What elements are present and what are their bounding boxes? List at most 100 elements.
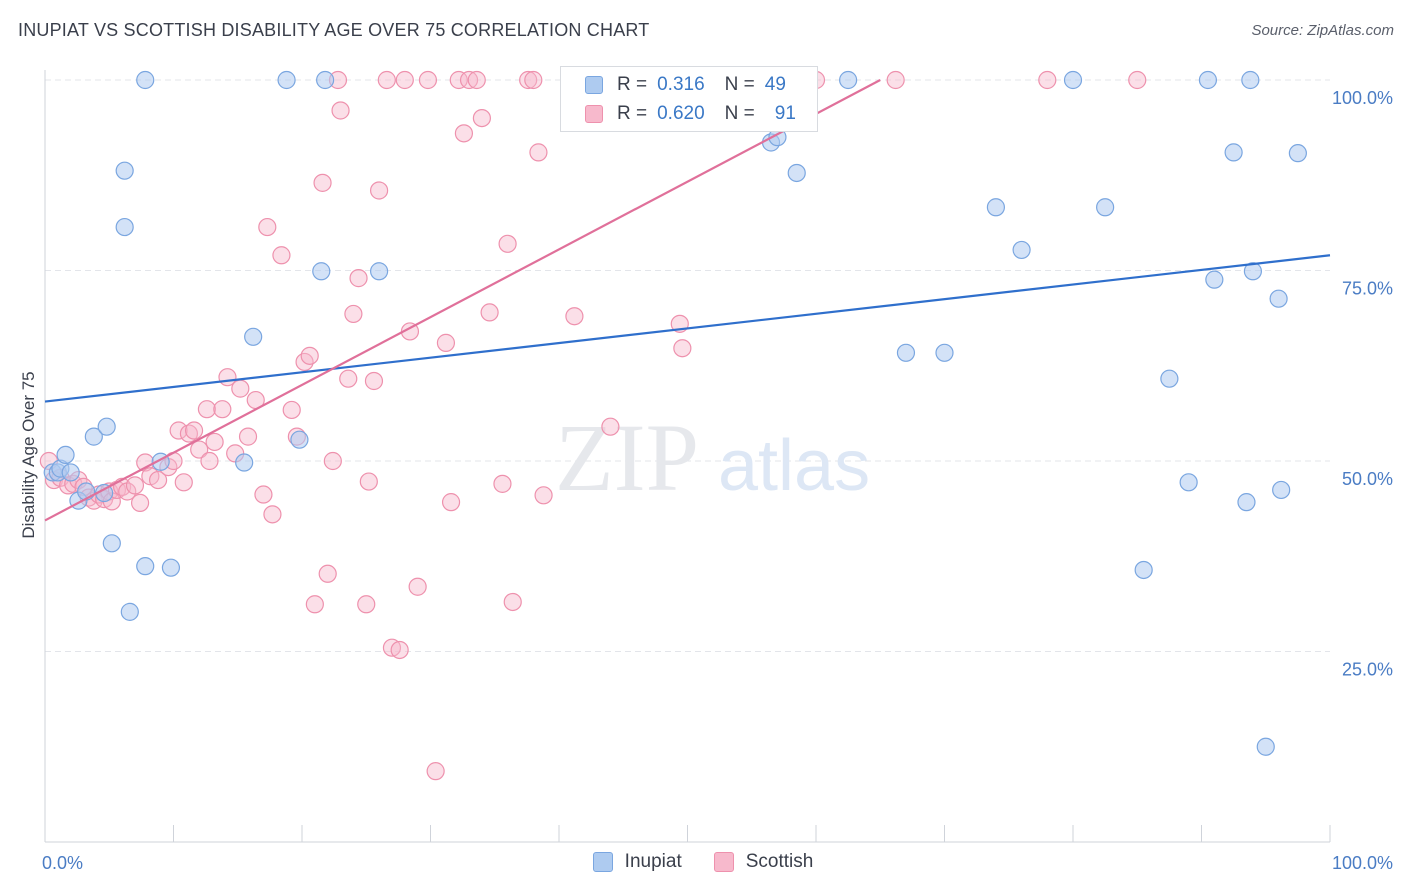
inupiat-legend-swatch (592, 852, 613, 872)
x-tick-label-max: 100.0% (1332, 853, 1393, 873)
inupiat-point (97, 417, 116, 436)
inupiat-point (277, 70, 296, 90)
scottish-point (125, 476, 145, 495)
inupiat-swatch (585, 76, 603, 94)
y-axis-label: Disability Age Over 75 (19, 371, 38, 538)
r-label: R = (617, 74, 648, 95)
inupiat-point (312, 262, 331, 281)
stats-row-scottish: R = 0.620 N = 91 (561, 100, 796, 128)
stats-legend: R = 0.316 N = 49 R = 0.620 N = 91 (560, 66, 818, 132)
inupiat-point (787, 163, 806, 183)
legend-item-inupiat[interactable]: Inupiat (592, 851, 682, 873)
scottish-point (357, 595, 376, 614)
scottish-point (339, 369, 358, 388)
stats-row-inupiat: R = 0.316 N = 49 (561, 71, 786, 99)
scottish-point (331, 101, 350, 120)
scottish-point (426, 762, 445, 781)
legend-label-scottish: Scottish (745, 851, 814, 872)
inupiat-point (1205, 270, 1224, 289)
inupiat-point (290, 430, 309, 449)
scottish-point (529, 143, 548, 162)
inupiat-point (1012, 240, 1031, 260)
inupiat-point (1237, 493, 1256, 512)
inupiat-point (136, 70, 155, 90)
inupiat-point (56, 445, 75, 465)
y-tick-label: 50.0% (1342, 469, 1393, 489)
inupiat-point (1179, 473, 1198, 492)
scottish-point (493, 474, 512, 493)
inupiat-point (120, 602, 139, 621)
scottish-point (390, 640, 409, 660)
inupiat-point (316, 70, 335, 90)
inupiat-point (370, 262, 389, 281)
inupiat-point (1224, 143, 1243, 162)
grid-lines (45, 79, 1330, 652)
scottish-point (467, 70, 486, 90)
scottish-point (305, 595, 324, 614)
scottish-point (148, 470, 168, 490)
scottish-point (323, 451, 342, 471)
scottish-point (272, 246, 291, 265)
inupiat-point (1096, 198, 1115, 217)
inupiat-point (77, 482, 96, 501)
inupiat-point (161, 558, 181, 577)
n-label: N = (724, 103, 755, 124)
scottish-point (524, 70, 543, 90)
inupiat-point (1269, 289, 1288, 308)
scottish-point (441, 493, 461, 512)
scottish-point (377, 70, 396, 90)
scottish-point (169, 421, 188, 440)
scottish-point (263, 505, 282, 524)
scottish-point (197, 400, 217, 419)
tick-labels: 25.0% 50.0% 75.0% 100.0% 0.0% 100.0% (42, 88, 1393, 873)
scottish-point (213, 400, 232, 419)
scottish-point (673, 339, 692, 358)
scottish-point (179, 424, 199, 443)
y-tick-label: 100.0% (1332, 88, 1393, 108)
scottish-point (534, 486, 553, 505)
scottish-legend-swatch (713, 852, 734, 872)
scottish-point (200, 451, 219, 471)
inupiat-point (1198, 70, 1218, 90)
scottish-trendline (44, 79, 881, 522)
scottish-point (300, 346, 319, 365)
legend-item-scottish[interactable]: Scottish (713, 851, 814, 873)
scottish-point (344, 304, 363, 324)
scottish-point (886, 70, 905, 90)
scottish-swatch (585, 105, 603, 123)
scottish-point (370, 181, 389, 200)
scottish-point (454, 124, 474, 143)
inupiat-point (61, 463, 80, 482)
scottish-point (1128, 70, 1147, 90)
inupiat-point (986, 198, 1006, 217)
n-value: 49 (764, 74, 786, 95)
watermark-atlas: atlas (718, 426, 870, 506)
y-tick-label: 75.0% (1342, 279, 1393, 299)
scottish-point (313, 173, 332, 192)
scottish-point (130, 493, 150, 513)
inupiat-point (136, 557, 155, 576)
inupiat-point (102, 534, 121, 553)
inupiat-point (839, 70, 858, 90)
scottish-point (364, 371, 384, 391)
inupiat-point (115, 217, 134, 237)
scottish-point (190, 440, 209, 459)
scottish-point (318, 564, 337, 583)
inupiat-point (244, 327, 263, 346)
scottish-point (436, 333, 456, 352)
scottish-point (408, 577, 427, 596)
inupiat-point (1272, 480, 1291, 500)
n-label: N = (724, 74, 755, 95)
inupiat-point (1160, 369, 1179, 388)
scottish-point (282, 400, 301, 420)
inupiat-points (43, 70, 1307, 756)
r-label: R = (617, 103, 648, 124)
inupiat-point (1288, 144, 1307, 163)
scottish-point (359, 472, 378, 491)
scottish-point (231, 379, 250, 398)
source-credit: Source: ZipAtlas.com (1251, 22, 1394, 39)
y-tick-label: 25.0% (1342, 660, 1393, 680)
inupiat-trendline (44, 254, 1331, 403)
inupiat-point (896, 343, 916, 362)
